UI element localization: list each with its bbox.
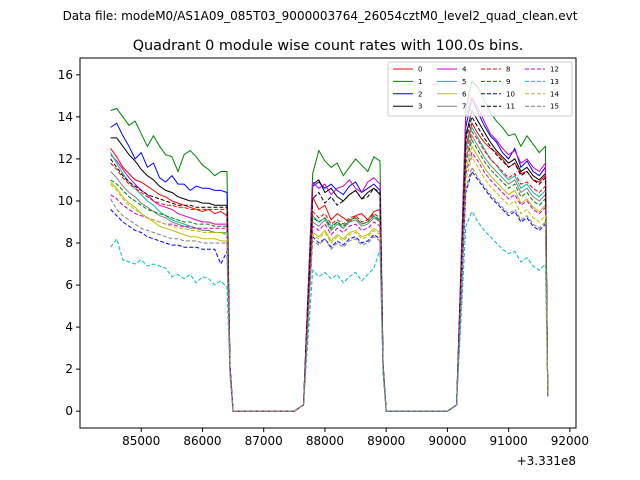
x-tick-label: 91000 — [490, 434, 528, 448]
series-line-5 — [110, 126, 549, 412]
y-tick-label: 10 — [58, 194, 73, 208]
series-line-7 — [110, 134, 549, 412]
legend-label-5: 5 — [462, 78, 466, 86]
legend-label-12: 12 — [550, 66, 559, 74]
series-line-15 — [110, 166, 549, 412]
series-line-8 — [110, 130, 549, 412]
legend-label-7: 7 — [462, 103, 466, 111]
y-tick-label: 14 — [58, 110, 73, 124]
plot-area — [110, 80, 549, 412]
x-tick-label: 92000 — [551, 434, 589, 448]
series-line-9 — [110, 138, 549, 412]
x-tick-label: 86000 — [183, 434, 221, 448]
y-axis: 0 2 4 6 8 10 12 14 16 — [58, 68, 80, 418]
x-axis: 85000 86000 87000 88000 89000 90000 91000 92000 — [122, 428, 589, 448]
legend-label-8: 8 — [506, 66, 510, 74]
legend-label-0: 0 — [418, 66, 422, 74]
series-line-6 — [110, 145, 549, 412]
x-tick-label: 89000 — [367, 434, 405, 448]
series-line-10 — [110, 170, 549, 412]
x-tick-label: 87000 — [245, 434, 283, 448]
chart-suptitle: Data file: modeM0/AS1A09_085T03_90000037… — [63, 9, 578, 23]
series-line-0 — [110, 121, 549, 412]
series-line-3 — [110, 109, 549, 412]
y-tick-label: 8 — [65, 236, 73, 250]
legend-label-10: 10 — [506, 90, 515, 98]
x-tick-label: 88000 — [306, 434, 344, 448]
legend-label-9: 9 — [506, 78, 510, 86]
series-line-1 — [110, 80, 549, 412]
legend-label-4: 4 — [462, 66, 467, 74]
y-tick-label: 0 — [65, 404, 73, 418]
legend-label-3: 3 — [418, 103, 422, 111]
y-tick-label: 16 — [58, 68, 73, 82]
y-tick-label: 12 — [58, 152, 73, 166]
legend-label-11: 11 — [506, 103, 515, 111]
series-line-11 — [110, 115, 549, 412]
legend-label-14: 14 — [550, 90, 559, 98]
chart-title: Quadrant 0 module wise count rates with … — [133, 38, 524, 54]
series-line-4 — [110, 96, 549, 412]
legend-label-2: 2 — [418, 90, 422, 98]
x-offset-label: +3.331e8 — [517, 454, 576, 468]
legend-label-15: 15 — [550, 103, 559, 111]
series-line-13 — [110, 210, 549, 412]
legend-label-1: 1 — [418, 78, 422, 86]
y-tick-label: 6 — [65, 278, 73, 292]
legend-box — [387, 61, 573, 117]
y-tick-label: 2 — [65, 362, 73, 376]
legend-label-6: 6 — [462, 90, 467, 98]
series-line-2 — [110, 96, 549, 412]
legend-label-13: 13 — [550, 78, 559, 86]
x-tick-label: 85000 — [122, 434, 160, 448]
series-line-14 — [110, 155, 549, 412]
y-tick-label: 4 — [65, 320, 73, 334]
x-tick-label: 90000 — [428, 434, 466, 448]
